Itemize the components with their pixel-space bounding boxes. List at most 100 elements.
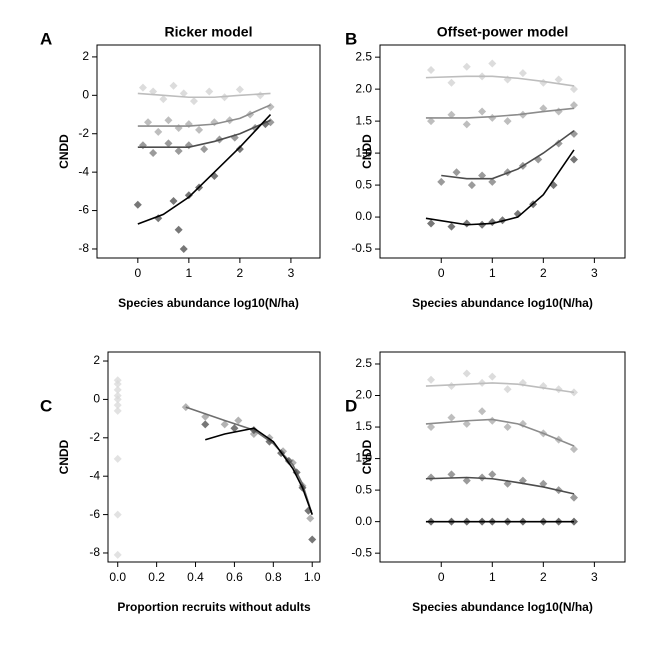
y-axis-label: CNDD	[57, 134, 71, 169]
point	[427, 219, 436, 228]
point	[462, 120, 471, 129]
point	[133, 200, 142, 209]
x-tick-label: 3	[288, 266, 295, 280]
point	[447, 222, 456, 231]
point	[427, 375, 436, 384]
point	[478, 107, 487, 116]
point	[159, 95, 168, 104]
x-tick-label: 0	[438, 266, 445, 280]
point	[447, 413, 456, 422]
panel-label: B	[345, 29, 357, 48]
y-tick-label: 1.5	[355, 113, 372, 127]
x-axis-label: Proportion recruits without adults	[117, 600, 311, 614]
y-tick-label: 0.0	[355, 209, 372, 223]
y-tick-label: 0	[93, 392, 100, 406]
point	[427, 65, 436, 74]
x-tick-label: 0.6	[226, 570, 243, 584]
point	[467, 181, 476, 190]
x-tick-label: 0.4	[187, 570, 204, 584]
y-tick-label: 2.0	[355, 81, 372, 95]
point	[113, 454, 122, 463]
plot-frame	[379, 351, 626, 563]
y-tick-label: 0	[82, 87, 89, 101]
fit-line	[425, 382, 575, 394]
point	[205, 87, 214, 96]
y-tick-label: -0.5	[351, 545, 372, 559]
point	[284, 456, 293, 465]
x-tick-label: 0	[438, 570, 445, 584]
point	[569, 493, 578, 502]
point	[144, 118, 153, 127]
panel-label: D	[345, 396, 357, 415]
point	[488, 59, 497, 68]
panel-label: C	[40, 396, 52, 415]
panel-title: Offset-power model	[437, 24, 568, 40]
point	[174, 147, 183, 156]
y-tick-label: -2	[89, 430, 100, 444]
point	[113, 401, 122, 410]
fit-line	[425, 476, 575, 495]
point	[488, 372, 497, 381]
point	[308, 535, 317, 544]
x-tick-label: 2	[237, 266, 244, 280]
x-tick-label: 0.2	[148, 570, 165, 584]
point	[164, 116, 173, 125]
point	[235, 85, 244, 94]
x-tick-label: 0	[134, 266, 141, 280]
point	[462, 369, 471, 378]
point	[462, 419, 471, 428]
y-tick-label: -4	[89, 468, 100, 482]
y-tick-label: 1.0	[355, 451, 372, 465]
point	[164, 139, 173, 148]
x-axis-label: Species abundance log10(N/ha)	[412, 296, 593, 310]
y-tick-label: 2.5	[355, 356, 372, 370]
point	[539, 78, 548, 87]
fit-line	[205, 427, 313, 515]
y-tick-label: 1.0	[355, 145, 372, 159]
plot-frame	[96, 44, 321, 259]
point	[488, 113, 497, 122]
y-tick-label: 1.5	[355, 419, 372, 433]
point	[138, 83, 147, 92]
point	[447, 78, 456, 87]
point	[569, 445, 578, 454]
point	[169, 81, 178, 90]
point	[251, 123, 260, 132]
y-tick-label: -0.5	[351, 241, 372, 255]
y-tick-label: 0.5	[355, 482, 372, 496]
point	[427, 473, 436, 482]
y-tick-label: 2	[93, 353, 100, 367]
point	[292, 468, 301, 477]
point	[554, 139, 563, 148]
x-tick-label: 3	[591, 570, 598, 584]
point	[462, 62, 471, 71]
point	[503, 423, 512, 432]
point	[220, 420, 229, 429]
point	[447, 382, 456, 391]
panel-label: A	[40, 29, 52, 48]
fit-line	[425, 75, 575, 87]
point	[478, 407, 487, 416]
point	[113, 385, 122, 394]
point	[154, 127, 163, 136]
y-axis-label: CNDD	[360, 134, 374, 169]
point	[554, 107, 563, 116]
y-tick-label: 2.5	[355, 49, 372, 63]
point	[488, 470, 497, 479]
point	[447, 470, 456, 479]
fit-line	[137, 113, 272, 225]
point	[427, 423, 436, 432]
y-axis-label: CNDD	[360, 439, 374, 474]
point	[234, 416, 243, 425]
fit-line	[441, 130, 575, 180]
x-tick-label: 1.0	[304, 570, 321, 584]
fit-line	[425, 418, 575, 447]
y-tick-label: -6	[89, 507, 100, 521]
y-tick-label: 0.5	[355, 177, 372, 191]
point	[230, 424, 239, 433]
point	[113, 406, 122, 415]
x-tick-label: 1	[186, 266, 193, 280]
y-tick-label: -8	[78, 241, 89, 255]
point	[174, 225, 183, 234]
